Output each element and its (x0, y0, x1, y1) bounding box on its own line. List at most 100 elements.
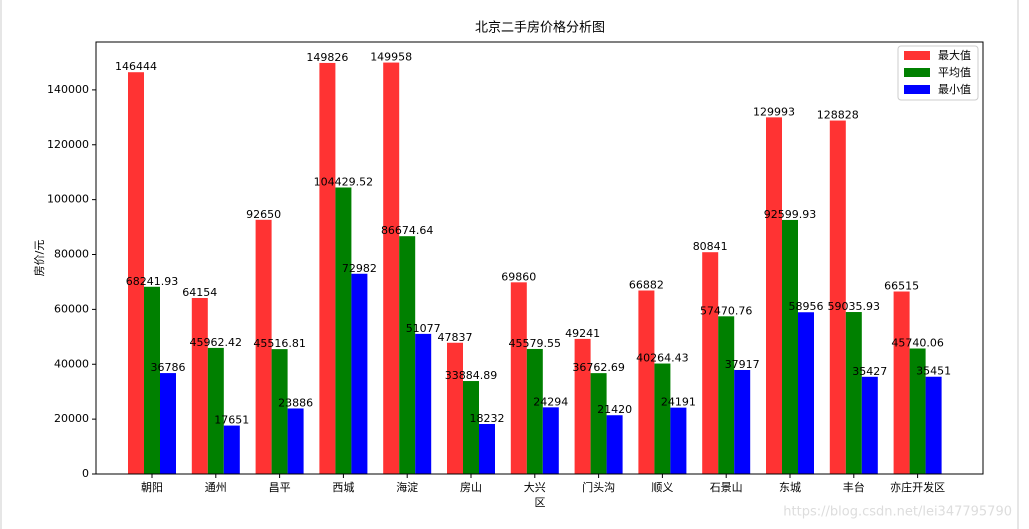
data-label: 66515 (884, 280, 919, 293)
bar (893, 291, 910, 474)
bar (479, 423, 495, 474)
data-label: 45962.42 (190, 336, 243, 349)
x-tick-label: 海淀 (396, 480, 418, 494)
data-label: 33884.89 (445, 369, 498, 382)
bar (909, 348, 926, 474)
data-label: 149826 (306, 51, 348, 64)
data-label: 17651 (214, 414, 249, 427)
data-label: 58956 (789, 300, 824, 313)
y-tick-label: 120000 (47, 138, 89, 151)
bar (271, 349, 288, 474)
x-tick-label: 亦庄开发区 (890, 480, 945, 494)
y-tick-label: 0 (82, 467, 89, 480)
data-label: 80841 (693, 240, 728, 253)
data-label: 49241 (565, 327, 600, 340)
y-tick-label: 60000 (54, 302, 89, 315)
bar (463, 381, 479, 474)
bar (606, 415, 623, 474)
bar (526, 348, 543, 474)
data-label: 129993 (753, 105, 795, 118)
data-label: 36762.69 (572, 361, 625, 374)
bar (702, 252, 719, 474)
y-tick-label: 20000 (54, 412, 89, 425)
data-label: 24191 (661, 396, 696, 409)
data-label: 24294 (533, 395, 568, 408)
data-label: 92599.93 (764, 208, 817, 221)
bar (734, 369, 751, 474)
bar (766, 117, 782, 474)
x-tick-label: 朝阳 (141, 481, 163, 494)
data-label: 149958 (370, 51, 412, 64)
bar (510, 282, 527, 474)
data-label: 45740.06 (891, 337, 944, 350)
x-tick-label: 大兴 (524, 480, 546, 494)
bar (447, 342, 463, 474)
data-label: 18232 (470, 412, 505, 425)
legend-swatch (904, 85, 930, 94)
data-label: 68241.93 (126, 275, 179, 288)
bar (383, 62, 400, 475)
bar (255, 219, 272, 474)
y-tick-label: 80000 (54, 248, 89, 261)
bar (574, 338, 591, 474)
data-label: 92650 (246, 208, 281, 221)
chart-title: 北京二手房价格分析图 (475, 20, 605, 36)
x-tick-label: 顺义 (651, 481, 673, 494)
bar (223, 425, 240, 474)
bar (128, 72, 144, 475)
data-label: 72982 (342, 262, 377, 275)
bar (845, 312, 862, 474)
bar (287, 408, 304, 474)
y-tick-label: 100000 (47, 193, 89, 206)
data-label: 86674.64 (381, 224, 434, 237)
x-tick-label: 西城 (332, 481, 354, 494)
plot-frame (95, 41, 984, 475)
legend-label: 平均值 (938, 66, 971, 79)
data-label: 40264.43 (636, 352, 689, 365)
x-tick-label: 东城 (779, 481, 801, 494)
data-label: 45579.55 (509, 337, 562, 350)
y-tick-label: 140000 (47, 83, 89, 96)
bar (782, 219, 798, 474)
data-label: 37917 (725, 358, 760, 371)
bar (207, 347, 224, 474)
bar (670, 407, 687, 474)
bar (798, 312, 814, 474)
bar (829, 120, 846, 474)
bar (415, 333, 432, 474)
legend-swatch (904, 51, 930, 60)
data-label: 35451 (916, 365, 951, 378)
data-label: 57470.76 (700, 304, 753, 317)
y-tick-label: 40000 (54, 357, 89, 370)
bar (191, 297, 208, 474)
y-axis-label: 房价/元 (33, 240, 46, 277)
bar (144, 286, 160, 474)
bar (638, 290, 655, 474)
data-label: 47837 (438, 331, 473, 344)
data-label: 51077 (406, 322, 441, 335)
bar (160, 373, 176, 474)
x-axis-label: 区 (535, 496, 546, 509)
bar (319, 62, 336, 475)
data-label: 36786 (151, 361, 186, 374)
data-label: 23886 (278, 396, 313, 409)
data-label: 69860 (501, 270, 536, 283)
data-label: 45516.81 (253, 337, 306, 350)
legend-swatch (904, 68, 930, 77)
x-tick-label: 房山 (460, 481, 482, 494)
legend-label: 最小值 (938, 83, 971, 96)
bar (925, 376, 942, 474)
data-label: 66882 (629, 279, 664, 292)
bar (351, 273, 368, 474)
x-tick-label: 石景山 (710, 481, 743, 494)
x-tick-label: 通州 (205, 481, 227, 494)
bar (718, 316, 735, 474)
x-tick-label: 丰台 (843, 480, 865, 494)
data-label: 128828 (817, 109, 859, 122)
bar (399, 236, 416, 474)
bar (861, 376, 878, 474)
bar (335, 187, 352, 475)
data-label: 59035.93 (828, 300, 881, 313)
x-tick-label: 门头沟 (582, 480, 615, 494)
